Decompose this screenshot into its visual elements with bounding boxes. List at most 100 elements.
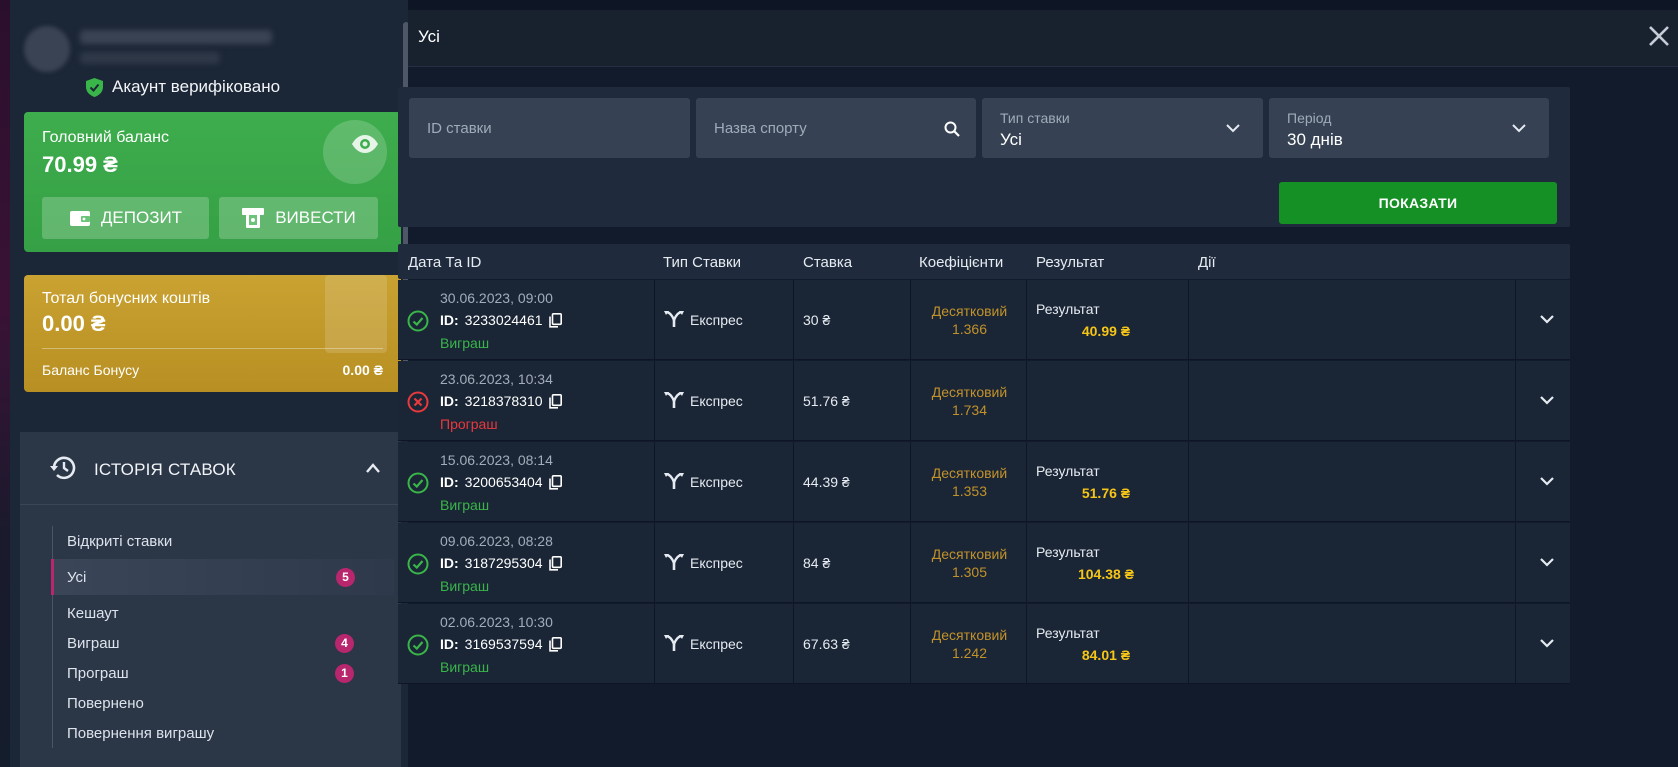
search-icon <box>944 121 960 137</box>
bet-id-number: 3200653404 <box>464 474 543 490</box>
bet-history-header[interactable]: ІСТОРІЯ СТАВОК <box>20 432 401 505</box>
result-value: 51.76 ₴ <box>1081 485 1131 501</box>
close-icon[interactable] <box>1648 25 1670 47</box>
column-separator <box>793 523 794 602</box>
sport-placeholder: Назва спорту <box>714 120 807 137</box>
bet-id-number: 3233024461 <box>464 312 543 328</box>
odds-value: 1.242 <box>951 645 988 661</box>
user-profile <box>24 22 282 74</box>
express-icon <box>664 392 684 408</box>
bet-date: 30.06.2023, 09:00 <box>440 290 553 306</box>
column-separator <box>654 523 655 602</box>
history-item-cashout[interactable]: Кешаут <box>53 598 394 628</box>
express-icon <box>664 635 684 651</box>
deposit-button[interactable]: ДЕПОЗИТ <box>42 197 209 239</box>
history-item-label: Кешаут <box>67 604 119 622</box>
count-badge: 4 <box>335 633 354 653</box>
period-label: Період <box>1287 110 1332 126</box>
account-sidebar: Акаунт верифіковано Головний баланс 70.9… <box>10 0 408 767</box>
result-value: 84.01 ₴ <box>1081 647 1131 663</box>
check-circle-icon <box>407 634 429 656</box>
copy-icon[interactable] <box>548 312 562 328</box>
column-separator <box>1026 442 1027 521</box>
result-label: Результат <box>1036 301 1100 317</box>
bet-odds: Десятковий 1.305 <box>912 545 1027 581</box>
history-item-label: Усі <box>67 568 87 586</box>
history-item-won[interactable]: Виграш 4 <box>53 628 394 658</box>
col-type: Тип Ставки <box>663 254 741 271</box>
bet-type-value: Усі <box>1000 130 1022 149</box>
bet-type: Експрес <box>664 311 743 328</box>
modal-header: Усі <box>408 10 1678 67</box>
show-button[interactable]: ПОКАЗАТИ <box>1279 182 1557 224</box>
odds-value: 1.353 <box>951 483 988 499</box>
table-row: 02.06.2023, 10:30 ID: 3169537594 Виграш Е… <box>398 604 1570 684</box>
history-item-all[interactable]: Усі 5 <box>51 559 394 595</box>
bet-type: Експрес <box>664 635 743 652</box>
result-label: Результат <box>1036 463 1100 479</box>
main-balance-amount: 70.99 ₴ <box>42 152 118 177</box>
bet-odds: Десятковий 1.353 <box>912 464 1027 500</box>
chevron-down-icon[interactable] <box>1539 395 1555 405</box>
bet-type-label: Експрес <box>690 473 743 490</box>
column-separator <box>1515 523 1516 602</box>
column-separator <box>1188 361 1189 440</box>
result-value: 104.38 ₴ <box>1077 566 1135 582</box>
table-row: 15.06.2023, 08:14 ID: 3200653404 Виграш Е… <box>398 442 1570 522</box>
chevron-down-icon[interactable] <box>1539 476 1555 486</box>
modal-title: Усі <box>418 27 440 46</box>
withdraw-label: ВИВЕСТИ <box>275 208 356 227</box>
bet-history-section: ІСТОРІЯ СТАВОК Відкриті ставки Усі 5 Кеш… <box>20 432 401 767</box>
bonus-amount: 0.00 ₴ <box>42 311 106 336</box>
bet-type: Експрес <box>664 554 743 571</box>
column-separator <box>1026 280 1027 359</box>
bet-status: Виграш <box>440 578 490 594</box>
bet-id-prefix: ID: <box>440 393 459 409</box>
copy-icon[interactable] <box>548 393 562 409</box>
column-separator <box>1188 523 1189 602</box>
bet-id-prefix: ID: <box>440 636 459 652</box>
history-item-refunded[interactable]: Повернено <box>53 688 394 718</box>
column-separator <box>1026 604 1027 683</box>
bet-type-label: Експрес <box>690 635 743 652</box>
bet-history-modal: Усі ID ставки Назва спорту Тип ставки Ус… <box>398 10 1678 767</box>
column-separator <box>910 604 911 683</box>
bet-date: 02.06.2023, 10:30 <box>440 614 553 630</box>
verified-label: Акаунт верифіковано <box>112 77 281 96</box>
chevron-up-icon[interactable] <box>365 462 381 474</box>
history-item-open-bets[interactable]: Відкриті ставки <box>53 526 394 556</box>
odds-format: Десятковий <box>931 627 1008 643</box>
filter-panel: ID ставки Назва спорту Тип ставки Усі Пе… <box>398 87 1570 227</box>
column-separator <box>1515 604 1516 683</box>
column-separator <box>793 280 794 359</box>
bet-type-select[interactable]: Тип ставки Усі <box>982 98 1263 158</box>
history-item-win-refund[interactable]: Повернення виграшу <box>53 718 394 748</box>
withdraw-button[interactable]: ВИВЕСТИ <box>219 197 378 239</box>
sport-search-input[interactable]: Назва спорту <box>696 98 976 158</box>
column-separator <box>910 523 911 602</box>
column-separator <box>654 361 655 440</box>
bet-id-prefix: ID: <box>440 312 459 328</box>
eye-icon[interactable] <box>351 134 379 154</box>
chevron-down-icon[interactable] <box>1539 638 1555 648</box>
odds-value: 1.305 <box>951 564 988 580</box>
bet-status: Виграш <box>440 659 490 675</box>
bet-type: Експрес <box>664 392 743 409</box>
check-circle-icon <box>407 472 429 494</box>
table-header: Дата Та ID Тип Ставки Ставка Коефіцієнти… <box>398 244 1570 279</box>
history-item-lost[interactable]: Програш 1 <box>53 658 394 688</box>
period-select[interactable]: Період 30 днів <box>1269 98 1549 158</box>
bet-stake: 44.39 ₴ <box>803 474 850 490</box>
chevron-down-icon[interactable] <box>1539 557 1555 567</box>
copy-icon[interactable] <box>548 636 562 652</box>
bet-id-number: 3169537594 <box>464 636 543 652</box>
column-separator <box>654 604 655 683</box>
copy-icon[interactable] <box>548 474 562 490</box>
table-row: 23.06.2023, 10:34 ID: 3218378310 Програш … <box>398 361 1570 441</box>
bet-date: 15.06.2023, 08:14 <box>440 452 553 468</box>
chevron-down-icon[interactable] <box>1539 314 1555 324</box>
bet-id-input[interactable]: ID ставки <box>409 98 690 158</box>
copy-icon[interactable] <box>548 555 562 571</box>
bet-status: Виграш <box>440 335 490 351</box>
odds-value: 1.734 <box>951 402 988 418</box>
